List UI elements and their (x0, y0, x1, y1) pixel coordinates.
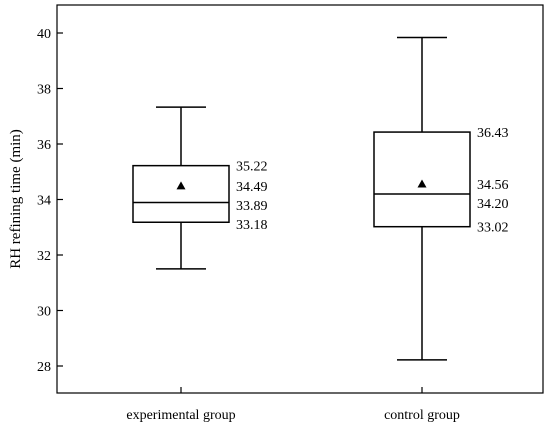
y-tick-label: 36 (37, 138, 51, 153)
y-axis-ticks: 28 30 32 34 36 38 40 (37, 27, 63, 375)
mean-marker (417, 179, 427, 188)
value-annotation: 34.56 (477, 178, 509, 193)
y-tick-label: 32 (37, 249, 51, 264)
y-axis-title: RH refining time (min) (8, 129, 24, 269)
mean-marker (176, 181, 186, 190)
iqr-box (132, 164, 230, 224)
iqr-box (373, 131, 471, 228)
value-annotation: 33.02 (477, 221, 509, 236)
x-axis-ticks: experimental group control group (126, 387, 460, 423)
y-tick-label: 30 (37, 305, 51, 320)
value-annotation: 34.20 (477, 197, 509, 212)
value-annotation: 35.22 (236, 160, 268, 175)
y-tick-label: 34 (37, 194, 51, 209)
boxes-layer: 35.22 34.49 33.89 33.18 36.43 34.56 34.20 33.02 (132, 36, 509, 361)
y-tick-label: 28 (37, 360, 51, 375)
y-tick-label: 38 (37, 83, 51, 98)
value-annotation: 33.89 (236, 199, 268, 214)
value-annotation: 33.18 (236, 218, 268, 233)
box-group: 36.43 34.56 34.20 33.02 (373, 36, 509, 361)
value-annotation: 36.43 (477, 126, 509, 141)
value-annotation: 34.49 (236, 180, 268, 195)
x-category-label: experimental group (126, 408, 235, 423)
y-tick-label: 40 (37, 27, 51, 42)
box-group: 35.22 34.49 33.89 33.18 (132, 106, 268, 270)
x-category-label: control group (384, 408, 460, 423)
